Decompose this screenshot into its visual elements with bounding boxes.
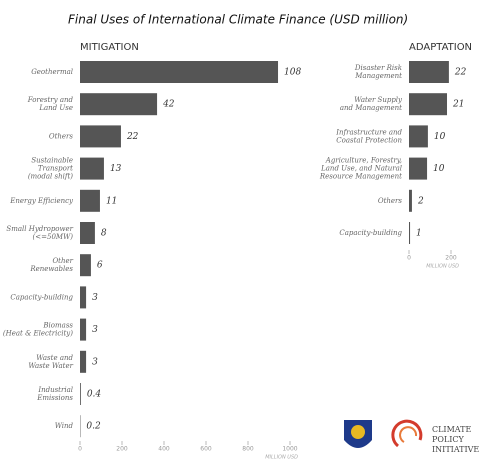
category-label: Small Hydropower (<=50MW) — [6, 225, 73, 241]
bar — [80, 383, 81, 405]
value-label: 8 — [101, 229, 107, 239]
value-label: 42 — [162, 100, 175, 110]
bar — [80, 254, 91, 277]
cpi-logo — [391, 419, 423, 448]
category-label: Biomass (Heat & Electricity) — [3, 322, 74, 338]
value-label: 10 — [434, 132, 446, 142]
value-label: 0.2 — [86, 422, 101, 432]
x-tick-label: 200 — [116, 446, 128, 453]
value-label: 11 — [106, 196, 117, 206]
bar — [409, 157, 428, 180]
logo-text: CLIMATE — [432, 425, 471, 434]
x-axis-label: MILLION USD — [265, 455, 298, 461]
category-label: Capacity-building — [10, 293, 73, 301]
x-tick-label: 200 — [445, 255, 457, 262]
category-label: Infrastructure and Coastal Protection — [335, 128, 402, 144]
category-label: Forestry and Land Use — [27, 96, 74, 112]
category-label: Sustainable Transport (modal shift) — [28, 157, 73, 181]
government-logo — [344, 420, 372, 448]
bar — [80, 157, 104, 180]
category-label: Energy Efficiency — [9, 197, 74, 205]
category-label: Agriculture, Forestry, Land Use, and Natu… — [319, 157, 402, 181]
value-label: 21 — [452, 100, 464, 110]
value-label: 1 — [416, 229, 422, 239]
x-tick-label: 400 — [158, 446, 170, 453]
value-label: 10 — [433, 164, 445, 174]
value-label: 6 — [97, 261, 103, 271]
x-tick-label: 1000 — [282, 446, 297, 453]
panel-title: MITIGATION — [80, 42, 139, 53]
category-label: Others — [378, 197, 403, 205]
x-tick-label: 0 — [78, 446, 82, 453]
category-label: Wind — [55, 422, 74, 430]
category-label: Disaster Risk Management — [354, 64, 402, 80]
bar — [80, 350, 87, 373]
bar — [80, 189, 100, 212]
bar — [80, 222, 95, 244]
category-label: Others — [49, 132, 74, 140]
category-label: Geothermal — [31, 68, 73, 76]
bar — [409, 222, 411, 244]
value-label: 0.4 — [87, 390, 102, 400]
logo-text: POLICY — [432, 435, 465, 444]
value-label: 22 — [454, 68, 467, 78]
bar — [409, 93, 448, 116]
bar — [80, 286, 87, 309]
bar — [409, 125, 428, 148]
value-label: 3 — [92, 293, 98, 303]
x-tick-label: 600 — [200, 446, 212, 453]
value-label: 3 — [92, 325, 98, 335]
value-label: 2 — [417, 196, 424, 206]
value-label: 13 — [110, 164, 122, 174]
category-label: Waste and Waste Water — [28, 354, 73, 370]
value-label: 3 — [92, 357, 98, 367]
bar — [409, 189, 412, 212]
x-tick-label: 800 — [242, 446, 254, 453]
category-label: Capacity-building — [339, 229, 402, 237]
value-label: 108 — [284, 68, 301, 78]
x-axis-label: MILLION USD — [426, 264, 459, 270]
bar — [80, 125, 121, 148]
category-label: Water Supply and Management — [340, 96, 403, 112]
panel-title: ADAPTATION — [409, 42, 472, 53]
chart-title: Final Uses of International Climate Fina… — [68, 13, 408, 27]
bar — [80, 93, 158, 116]
x-tick-label: 0 — [407, 255, 411, 262]
category-label: Industrial Emissions — [36, 386, 73, 402]
logo-text: INITIATIVE — [432, 445, 479, 454]
category-label: Other Renewables — [29, 257, 73, 273]
value-label: 22 — [126, 132, 139, 142]
bar — [80, 61, 279, 83]
bar — [80, 318, 87, 341]
bar — [409, 61, 449, 83]
